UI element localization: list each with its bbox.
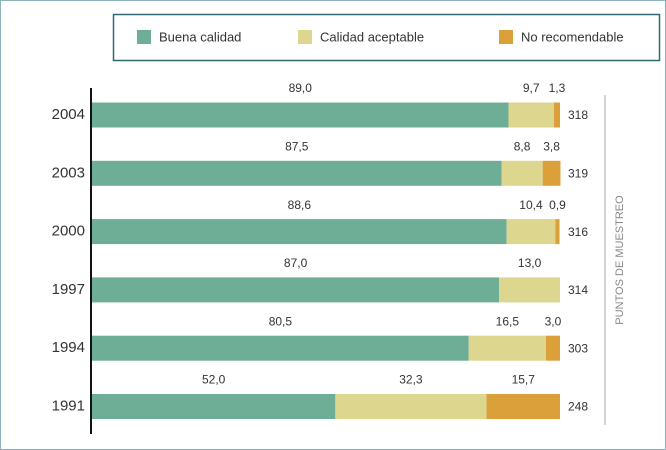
bar-segment [501, 160, 543, 186]
bar-segment [92, 335, 469, 361]
value-label: 8,8 [514, 139, 531, 153]
legend-swatch [137, 30, 151, 44]
bar-segment [468, 335, 546, 361]
bar-segment [92, 394, 336, 419]
bar-segment [92, 160, 502, 186]
category-label: 2003 [52, 164, 85, 181]
value-label: 52,0 [202, 373, 226, 387]
value-label: 89,0 [289, 81, 313, 95]
bar-segment [508, 102, 554, 128]
value-label: 10,4 [519, 198, 543, 212]
value-label: 0,9 [549, 198, 566, 212]
value-label: 32,3 [399, 373, 423, 387]
bar-segment [92, 277, 500, 303]
bar-segment [499, 277, 560, 303]
value-label: 3,0 [545, 314, 562, 328]
category-label: 2000 [52, 223, 85, 240]
value-label: 80,5 [269, 314, 293, 328]
legend-swatch [298, 30, 312, 44]
value-label: 1,3 [549, 81, 566, 95]
bar-segment [542, 160, 561, 186]
category-label: 2004 [52, 106, 85, 123]
category-label: 1991 [52, 397, 85, 414]
legend-label: No recomendable [521, 29, 624, 44]
sample-points: 319 [568, 166, 588, 180]
sample-points: 303 [568, 341, 588, 355]
bar-segment [335, 394, 487, 419]
category-label: 1997 [52, 281, 85, 298]
value-label: 13,0 [518, 256, 542, 270]
bar-segment [486, 394, 560, 419]
bar-segment [506, 219, 556, 245]
bar-segment [92, 219, 507, 245]
bar-segment [555, 219, 560, 245]
legend-swatch [499, 30, 513, 44]
legend-label: Calidad aceptable [320, 29, 424, 44]
bar-segment [545, 335, 560, 361]
sample-points: 318 [568, 108, 588, 122]
sample-points: 316 [568, 225, 588, 239]
value-label: 3,8 [543, 139, 560, 153]
value-label: 87,5 [285, 139, 309, 153]
bar-segment [92, 102, 509, 128]
category-label: 1994 [52, 339, 85, 356]
value-label: 16,5 [496, 314, 520, 328]
legend-label: Buena calidad [159, 29, 241, 44]
sample-points: 314 [568, 283, 588, 297]
value-label: 9,7 [523, 81, 540, 95]
value-label: 88,6 [288, 198, 312, 212]
value-label: 87,0 [284, 256, 308, 270]
legend-box [112, 13, 661, 62]
bar-segment [553, 102, 560, 128]
points-label: PUNTOS DE MUESTREO [614, 195, 626, 325]
value-label: 15,7 [512, 373, 536, 387]
sample-points: 248 [568, 400, 588, 414]
